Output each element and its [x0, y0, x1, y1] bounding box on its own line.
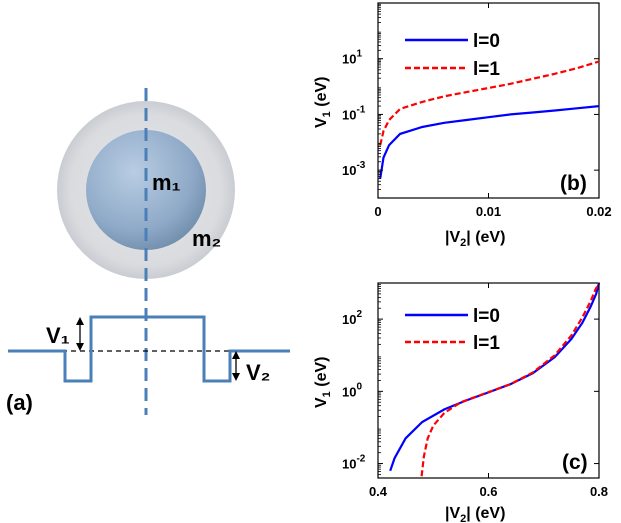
chart-b-panel-label: (b) — [560, 172, 587, 195]
chart-b-ytick-label: 10-3 — [342, 160, 366, 178]
chart-b-legend-label-l1: l=1 — [473, 59, 500, 80]
chart-c-xtick-label: 0.8 — [590, 484, 608, 499]
chart-b-ylabel: V1 (eV) — [313, 77, 333, 128]
chart-c-xlabel: |V2| (eV) — [445, 505, 505, 523]
inner-mass-label: m₁ — [152, 170, 181, 195]
chart-b-xtick-label: 0.01 — [476, 204, 501, 219]
chart-c-xtick-label: 0.6 — [479, 484, 497, 499]
chart-b-series-l1 — [379, 60, 600, 146]
panel-a-label: (a) — [6, 390, 33, 415]
panel-a: m₁ m₂ V₁ V₂ (a) — [6, 88, 290, 415]
chart-b-legend-label-l0: l=0 — [473, 31, 500, 52]
chart-b-ytick-label: 10-1 — [342, 104, 366, 122]
chart-b-series-l0 — [379, 105, 600, 179]
potential-profile — [8, 315, 290, 383]
chart-b-ytick-label: 101 — [342, 49, 362, 67]
v2-arrow — [232, 351, 240, 381]
v1-label: V₁ — [46, 323, 70, 348]
chart-b-xlabel: |V2| (eV) — [445, 229, 505, 249]
chart-b-xtick-label: 0.02 — [586, 204, 611, 219]
chart-c-ticks-group: 0.4 0.6 0.8 10-2 100 102 — [342, 283, 608, 499]
chart-b: 0 0.01 0.02 10-3 10-1 101 l=0 l=1 (b) |V2| (e… — [313, 2, 612, 249]
v1-arrow — [76, 317, 84, 351]
chart-c-series-l1 — [420, 282, 600, 477]
chart-c-ytick-label: 100 — [342, 381, 362, 399]
chart-b-ticks-group: 0 0.01 0.02 10-3 10-1 101 — [342, 3, 612, 219]
chart-c-xtick-label: 0.4 — [369, 484, 388, 499]
chart-c-series-l0 — [389, 282, 601, 472]
chart-c-ytick-label: 102 — [342, 309, 362, 327]
v2-label: V₂ — [246, 360, 270, 385]
chart-c-ylabel: V1 (eV) — [313, 357, 333, 408]
chart-c: 0.4 0.6 0.8 10-2 100 102 l=0 l=1 (c) |V2| (eV… — [313, 282, 608, 523]
chart-c-legend-label-l1: l=1 — [473, 333, 500, 354]
chart-b-xtick-label: 0 — [374, 204, 381, 219]
chart-c-series-group — [389, 282, 601, 477]
chart-b-series-group — [379, 60, 600, 179]
outer-mass-label: m₂ — [192, 226, 221, 251]
chart-c-panel-label: (c) — [562, 451, 588, 474]
chart-c-ytick-label: 10-2 — [342, 454, 366, 472]
chart-c-legend-label-l0: l=0 — [473, 306, 500, 327]
